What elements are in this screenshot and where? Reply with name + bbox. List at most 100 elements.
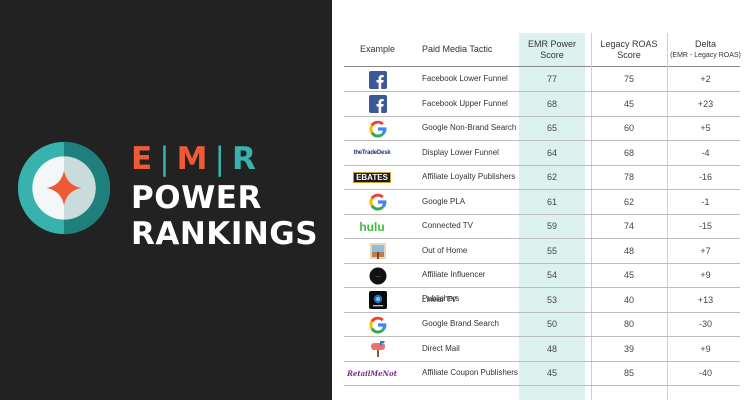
legacy-score-cell: 40 [623, 294, 634, 305]
legacy-score-cell: 80 [623, 319, 634, 329]
tactic-cell: Facebook Lower Funnel [422, 74, 508, 83]
delta-cell: +9 [700, 343, 711, 354]
logo-text: hulu [359, 219, 385, 234]
row-divider [344, 311, 740, 313]
legacy-score-cell: 62 [623, 196, 634, 207]
legacy-score-cell: 45 [623, 98, 634, 109]
emr-score-cell: 61 [546, 196, 557, 207]
billboard-icon [368, 242, 387, 261]
thetradedesk-logo: theTradeDesk [350, 144, 394, 163]
header-example-label: Example [360, 44, 396, 54]
facebook-icon [368, 95, 387, 114]
header-rule [344, 66, 740, 67]
logo-text: EBATES [353, 172, 391, 183]
delta-cell: -16 [698, 172, 712, 182]
header-emr-line1: EMR Power [527, 38, 576, 49]
header-delta-line1: Delta [694, 38, 716, 49]
table-row: Google PLA 61 62 -1 [344, 190, 740, 214]
legacy-score-cell: 39 [623, 343, 634, 354]
tactic-cell: Affiliate Loyalty Publishers [422, 172, 516, 181]
row-divider [344, 115, 740, 117]
brand-title: E | M | R POWER RANKINGS [131, 140, 318, 252]
delta-cell: +5 [700, 123, 711, 133]
divider: | [214, 141, 226, 177]
table-row: theTradeDesk Display Lower Funnel 64 68 -4 [344, 141, 740, 165]
legacy-score-cell: 78 [623, 172, 634, 182]
column-divider [667, 33, 668, 400]
legacy-score-cell: 45 [623, 270, 634, 280]
tactic-cell: Affiliate Influencer Publishers [422, 270, 486, 303]
table-row: ~~~ Affiliate Influencer Publishers 54 45 +9 [344, 263, 740, 303]
ebates-logo: EBATES [350, 168, 394, 187]
row-divider [344, 91, 740, 92]
delta-cell: -30 [698, 319, 712, 329]
row-divider [344, 140, 740, 141]
header-tactic: Paid Media Tactic [422, 33, 512, 66]
tactic-cell: Connected TV [422, 221, 473, 230]
google-icon [368, 315, 387, 334]
influencer-icon: ~~~ [368, 266, 387, 285]
row-divider [344, 164, 740, 166]
emr-score-cell: 68 [546, 98, 557, 109]
brand-rankings: RANKINGS [131, 216, 319, 252]
divider: | [159, 141, 171, 177]
header-legacy-line1: Legacy ROAS [600, 38, 658, 49]
legacy-score-cell: 60 [623, 123, 634, 133]
emr-score-highlight [519, 33, 585, 400]
tactic-cell: Display Lower Funnel [422, 147, 499, 157]
table-row: Facebook Upper Funnel 68 45 +23 [344, 92, 740, 116]
logo-text: RetailMeNot [347, 369, 397, 378]
delta-cell: +23 [697, 98, 714, 109]
row-divider [344, 287, 740, 288]
emr-wordmark: E | M | R [131, 140, 318, 178]
delta-cell: -4 [701, 147, 710, 158]
emr-score-cell: 64 [546, 147, 557, 158]
brand-panel: E | M | R POWER RANKINGS [0, 0, 332, 400]
tactic-cell: Affiliate Coupon Publishers [422, 368, 518, 377]
emr-letter-r: R [231, 141, 257, 177]
emr-score-cell: 54 [546, 270, 557, 280]
emr-score-cell: 77 [546, 74, 557, 84]
row-divider [344, 262, 740, 264]
legacy-score-cell: 48 [623, 245, 634, 256]
table-row: hulu Connected TV 59 74 -15 [344, 214, 740, 238]
delta-cell: +7 [700, 245, 711, 256]
row-divider [344, 385, 740, 386]
emr-letter-e: E [131, 141, 154, 177]
row-divider [344, 189, 740, 190]
delta-cell: -40 [698, 368, 712, 378]
legacy-score-cell: 85 [623, 368, 634, 378]
header-delta: Delta (EMR - Legacy ROAS) [667, 33, 744, 66]
logo-text: theTradeDesk [353, 150, 391, 156]
delta-cell: +2 [700, 74, 711, 84]
table-row: EBATES Affiliate Loyalty Publishers 62 78 -1… [344, 165, 740, 189]
rankings-table: Example Paid Media Tactic EMR Power Scor… [332, 0, 744, 400]
header-emr: EMR Power Score [519, 33, 585, 66]
header-emr-line2: Score [540, 49, 564, 60]
tactic-cell: Google Brand Search [422, 319, 499, 328]
header-example: Example [360, 33, 410, 66]
retailmenot-logo: RetailMeNot [347, 364, 397, 383]
delta-cell: +9 [700, 270, 711, 280]
tactic-cell: Direct Mail [422, 343, 460, 353]
table-row: Google Non-Brand Search 65 60 +5 [344, 116, 740, 140]
header-delta-line2: (EMR - Legacy ROAS) [670, 51, 741, 59]
tactic-cell: Out of Home [422, 245, 468, 255]
facebook-icon [368, 70, 387, 89]
legacy-score-cell: 74 [623, 221, 634, 231]
row-divider [344, 360, 740, 362]
legacy-score-cell: 68 [623, 147, 634, 158]
row-divider [344, 238, 740, 239]
row-divider [344, 213, 740, 215]
table-row: Out of Home 55 48 +7 [344, 239, 740, 263]
column-divider [591, 33, 592, 400]
table-row: Direct Mail 48 39 +9 [344, 337, 740, 361]
table-row: Facebook Lower Funnel 77 75 +2 [344, 67, 740, 91]
svg-text:~~~: ~~~ [375, 274, 381, 278]
legacy-score-cell: 75 [623, 74, 634, 84]
emr-compass-logo-icon [17, 141, 111, 235]
emr-score-cell: 45 [546, 368, 557, 378]
delta-cell: +13 [697, 294, 714, 305]
table-row: Google Brand Search 50 80 -30 [344, 312, 740, 336]
emr-score-cell: 48 [546, 343, 557, 354]
